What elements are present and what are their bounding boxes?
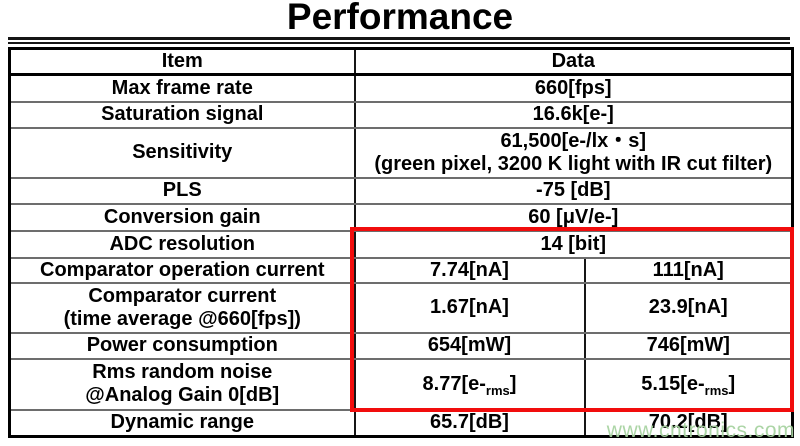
table-row-pls: PLS -75 [dB] bbox=[8, 176, 794, 205]
data-cell: 60 [μV/e-] bbox=[353, 202, 794, 232]
item-cell: Comparator operation current bbox=[8, 256, 356, 284]
data-cell: -75 [dB] bbox=[353, 176, 794, 205]
table-row-sensitivity: Sensitivity 61,500[e-/lx・s] (green pixel… bbox=[8, 126, 794, 179]
title-rule bbox=[8, 37, 790, 44]
table-row-saturation-signal: Saturation signal 16.6k[e-] bbox=[8, 100, 794, 129]
item-cell: Saturation signal bbox=[8, 100, 356, 129]
data-cell-2: 111[nA] bbox=[583, 256, 794, 284]
table-row-adc-resolution: ADC resolution 14 [bit] bbox=[8, 229, 794, 259]
page-title: Performance bbox=[286, 0, 514, 37]
item-line-2: (time average @660[fps]) bbox=[63, 307, 301, 330]
performance-table: Item Data Max frame rate 660[fps] Satura… bbox=[8, 47, 795, 438]
watermark: www.cntronics.com bbox=[606, 419, 795, 442]
data-cell-2: 5.15[e-rms] bbox=[583, 357, 794, 411]
data-cell-1: 1.67[nA] bbox=[353, 281, 586, 334]
data-line-1: 61,500[e-/lx・s] bbox=[500, 129, 647, 152]
table-row-conversion-gain: Conversion gain 60 [μV/e-] bbox=[8, 202, 794, 232]
data-cell-1: 7.74[nA] bbox=[353, 256, 586, 284]
data-cell-2: 70.2[dB] bbox=[583, 408, 794, 438]
table-row-power-consumption: Power consumption 654[mW] 746[mW] bbox=[8, 331, 794, 360]
col-header-item: Item bbox=[8, 47, 356, 76]
item-cell: Power consumption bbox=[8, 331, 356, 360]
item-line-2: @Analog Gain 0[dB] bbox=[85, 384, 280, 406]
data-cell: 660[fps] bbox=[353, 73, 794, 103]
col-header-data: Data bbox=[353, 47, 794, 76]
item-cell: PLS bbox=[8, 176, 356, 205]
item-cell: ADC resolution bbox=[8, 229, 356, 259]
item-cell: Conversion gain bbox=[8, 202, 356, 232]
data-cell-2: 746[mW] bbox=[583, 331, 794, 360]
table-row-comparator-current: Comparator current (time average @660[fp… bbox=[8, 281, 794, 334]
item-line-1: Rms random noise bbox=[92, 361, 273, 383]
table-row-dynamic-range: Dynamic range 65.7[dB] 70.2[dB] bbox=[8, 408, 794, 438]
data-cell-2: 23.9[nA] bbox=[583, 281, 794, 334]
item-cell: Max frame rate bbox=[8, 73, 356, 103]
data-cell: 61,500[e-/lx・s] (green pixel, 3200 K lig… bbox=[353, 126, 794, 179]
data-cell: 14 [bit] bbox=[353, 229, 794, 259]
rms-subscript: rms bbox=[704, 382, 729, 398]
rms-subscript: rms bbox=[485, 382, 510, 398]
table-header-row: Item Data bbox=[8, 47, 794, 76]
table-row-comparator-operation-current: Comparator operation current 7.74[nA] 11… bbox=[8, 256, 794, 284]
data-cell-1: 8.77[e-rms] bbox=[353, 357, 586, 411]
table-row-max-frame-rate: Max frame rate 660[fps] bbox=[8, 73, 794, 103]
item-cell: Comparator current (time average @660[fp… bbox=[8, 281, 356, 334]
data-line-2: (green pixel, 3200 K light with IR cut f… bbox=[374, 152, 773, 175]
item-cell: Rms random noise @Analog Gain 0[dB] bbox=[8, 357, 356, 411]
table-row-rms-random-noise: Rms random noise @Analog Gain 0[dB] 8.77… bbox=[8, 357, 794, 411]
item-cell: Dynamic range bbox=[8, 408, 356, 438]
item-cell: Sensitivity bbox=[8, 126, 356, 179]
data-cell: 16.6k[e-] bbox=[353, 100, 794, 129]
item-line-1: Comparator current bbox=[88, 284, 277, 307]
data-cell-1: 654[mW] bbox=[353, 331, 586, 360]
